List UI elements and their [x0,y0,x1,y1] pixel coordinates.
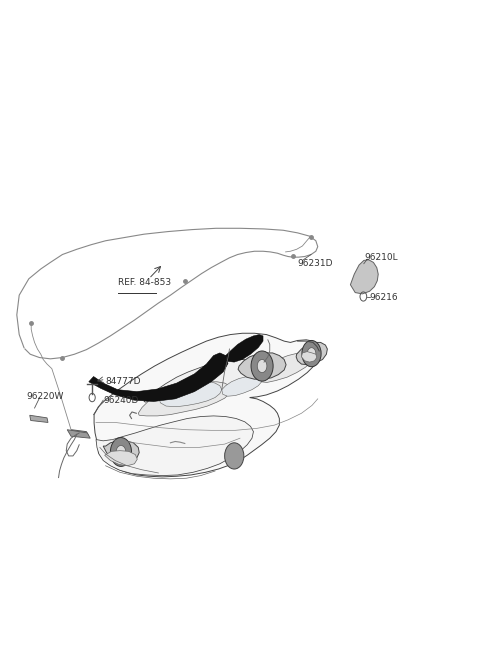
Polygon shape [105,451,137,466]
Text: 96240D: 96240D [103,396,139,405]
Text: 84777D: 84777D [106,377,141,386]
Polygon shape [89,353,228,401]
Polygon shape [144,359,265,402]
Polygon shape [94,333,322,477]
Polygon shape [296,342,327,365]
Circle shape [116,445,126,459]
Circle shape [225,443,244,469]
Polygon shape [30,415,48,422]
Polygon shape [96,416,253,476]
Text: 96231D: 96231D [298,259,333,268]
Polygon shape [226,335,263,362]
Polygon shape [103,441,139,463]
Polygon shape [159,381,222,407]
Polygon shape [138,382,231,416]
Text: 96216: 96216 [370,293,398,302]
Circle shape [110,438,132,466]
Circle shape [251,351,273,381]
Text: 96210L: 96210L [365,253,398,262]
Circle shape [307,348,316,359]
Circle shape [302,340,321,367]
Text: 96220W: 96220W [26,392,64,401]
Polygon shape [67,430,90,438]
Polygon shape [222,375,262,396]
Text: REF. 84-853: REF. 84-853 [118,277,171,287]
Polygon shape [259,352,313,382]
Polygon shape [350,260,378,294]
Circle shape [257,359,267,373]
Polygon shape [71,430,89,436]
Polygon shape [238,353,286,379]
Polygon shape [301,352,317,362]
